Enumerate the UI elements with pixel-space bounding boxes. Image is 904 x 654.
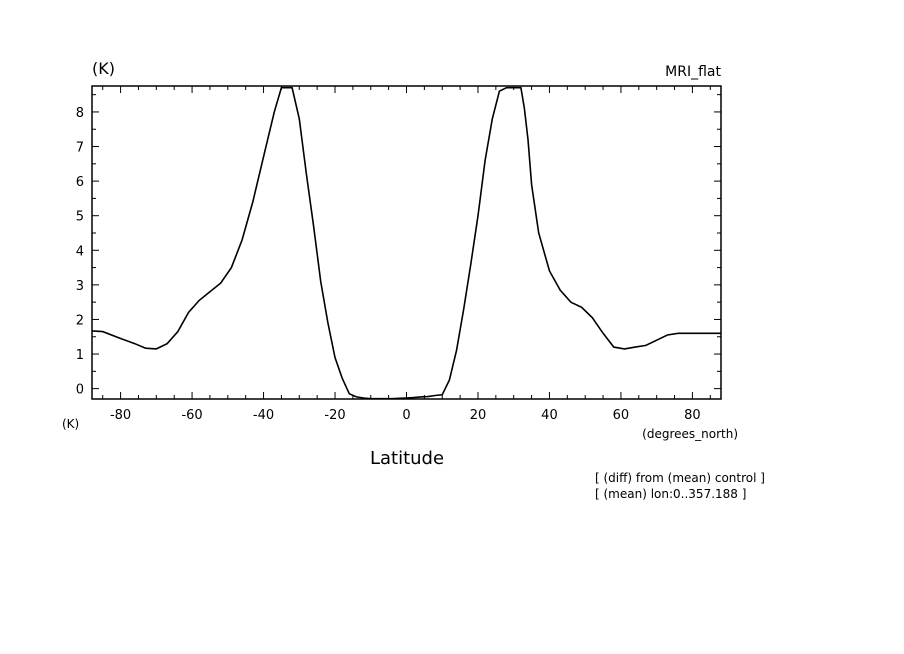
plot-frame — [91, 85, 722, 400]
x-tick-label: 60 — [613, 408, 630, 423]
x-tick-labels: -80 -60 -40 -20 0 20 40 60 80 — [110, 408, 701, 423]
y-tick-label: 2 — [76, 313, 84, 328]
x-tick-label: -80 — [110, 408, 131, 423]
note-diff-from-control: [ (diff) from (mean) control ] — [595, 471, 765, 485]
y-tick-label: 1 — [76, 348, 84, 363]
x-tick-label: -40 — [253, 408, 274, 423]
x-tick-label: -60 — [181, 408, 202, 423]
series-line — [92, 86, 721, 399]
x-tick-label: 80 — [684, 408, 701, 423]
y-tick-label: 6 — [76, 175, 84, 190]
y-tick-label: 5 — [76, 210, 84, 225]
axis-ticks — [92, 86, 721, 399]
x-axis-title: Latitude — [370, 448, 444, 469]
x-tick-label: -20 — [324, 408, 345, 423]
y-tick-label: 8 — [76, 106, 84, 121]
x-tick-label: 0 — [402, 408, 410, 423]
x-tick-label: 40 — [541, 408, 558, 423]
y-tick-label: 0 — [76, 383, 84, 398]
y-unit-label: (K) — [92, 59, 115, 78]
y-tick-label: 7 — [76, 141, 84, 156]
data-series — [92, 86, 721, 399]
y-tick-label: 4 — [76, 244, 84, 259]
x-unit-label: (degrees_north) — [642, 427, 738, 441]
y-tick-label: 3 — [76, 279, 84, 294]
left-unit-label: (K) — [62, 417, 79, 431]
note-mean-lon: [ (mean) lon:0..357.188 ] — [595, 487, 746, 501]
x-tick-label: 20 — [470, 408, 487, 423]
model-label: MRI_flat — [665, 64, 721, 80]
y-tick-labels: 0 1 2 3 4 5 6 7 8 — [76, 106, 84, 398]
